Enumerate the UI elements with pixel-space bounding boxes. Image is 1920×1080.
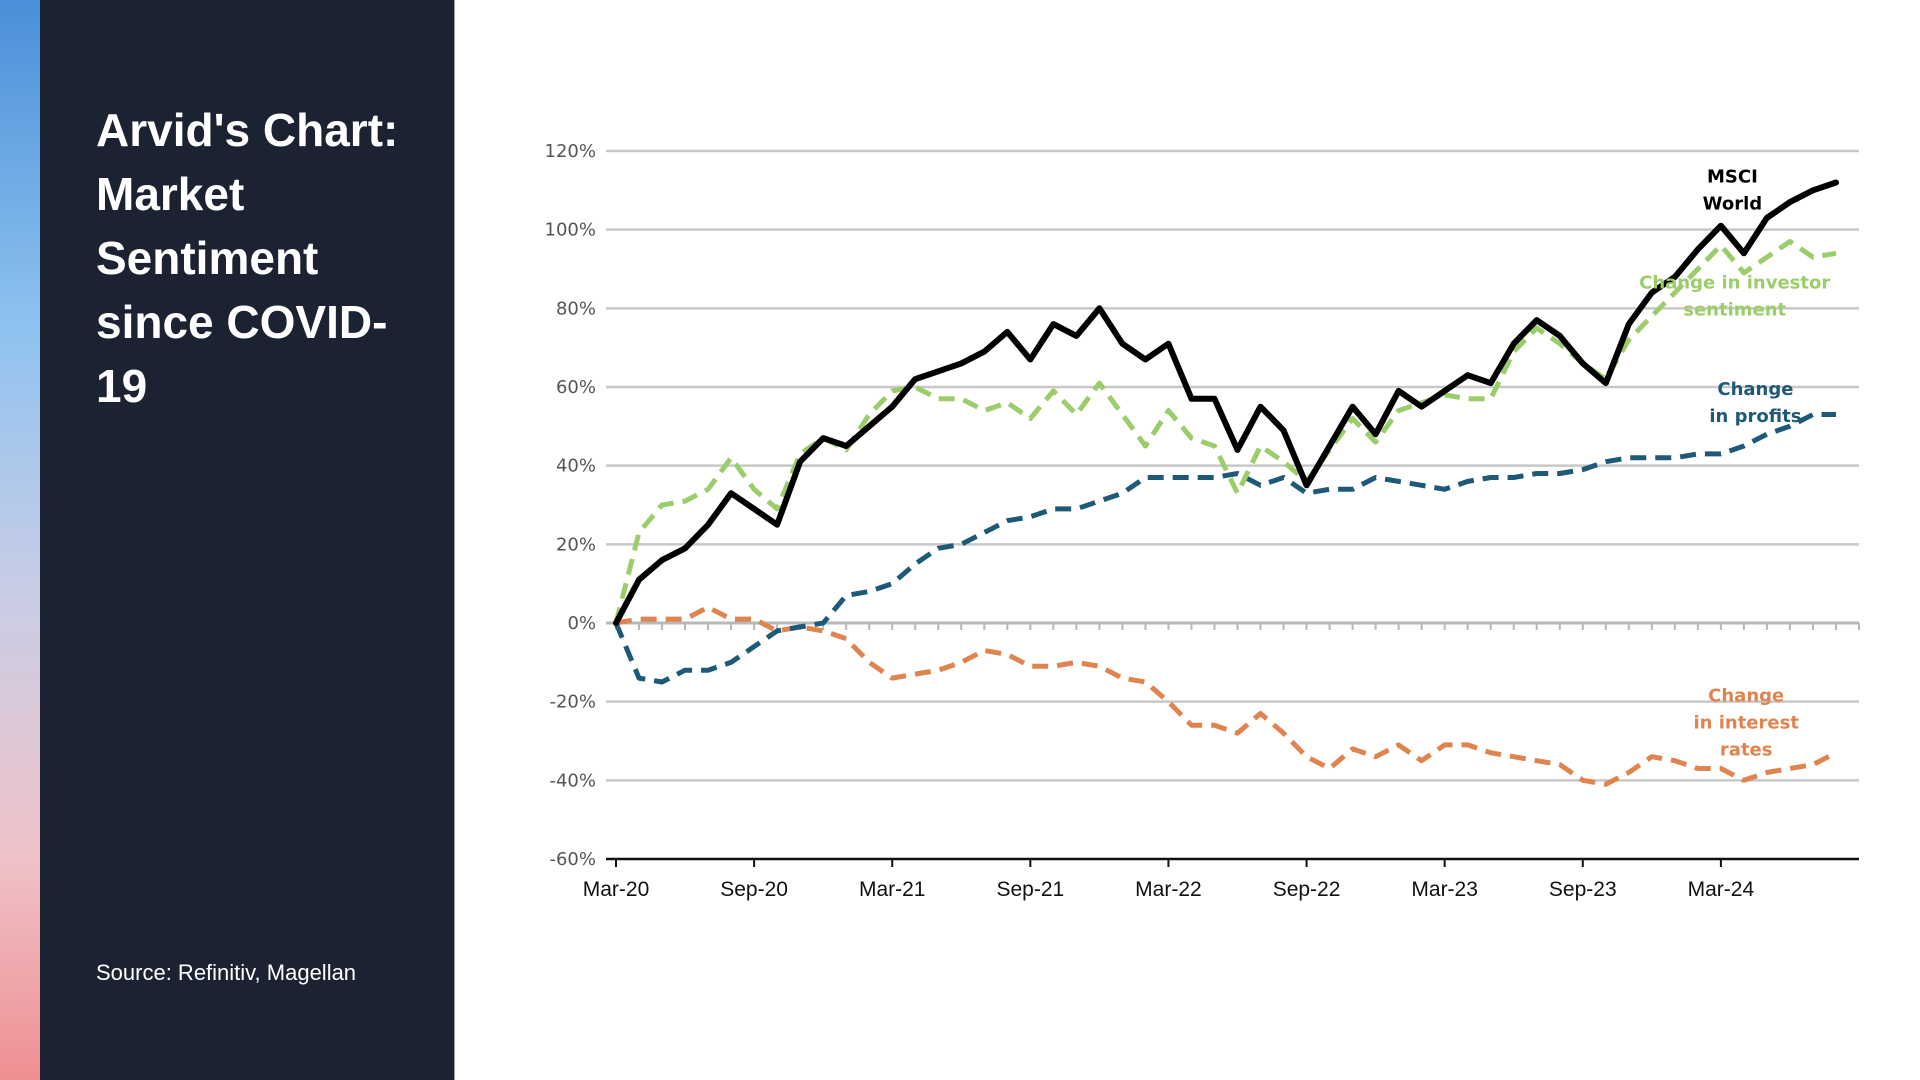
- series-label-line: Change: [1717, 379, 1793, 400]
- y-axis-ticks: 120% 100% 80% 60% 40% 20% 0% -20% -40% -60%: [545, 141, 596, 870]
- y-tick-label: 100%: [545, 220, 596, 241]
- y-tick-label: -20%: [549, 692, 596, 713]
- x-tick-label: Mar-21: [859, 878, 926, 901]
- x-tick-label: Mar-23: [1411, 878, 1478, 901]
- series-line-msci-world: [613, 179, 1839, 626]
- x-tick-label: Sep-20: [720, 878, 788, 901]
- series-label-line: sentiment: [1683, 300, 1786, 321]
- series-label-change-in-investor-sentiment: Change in investor sentiment: [1639, 273, 1830, 321]
- accent-gradient-strip: [0, 0, 40, 1080]
- series-label-line: MSCI: [1707, 166, 1758, 187]
- x-tick-label: Mar-22: [1135, 878, 1202, 901]
- series-label-line: Change: [1708, 686, 1784, 707]
- y-tick-label: 80%: [556, 298, 596, 319]
- y-tick-label: 40%: [556, 456, 596, 477]
- x-tick-label: Sep-22: [1273, 878, 1341, 901]
- series-label-line: World: [1703, 193, 1763, 214]
- series-label-line: Change in investor: [1639, 273, 1830, 294]
- gridlines: [606, 149, 1859, 782]
- series-lines: [613, 179, 1839, 787]
- y-tick-label: 0%: [567, 613, 596, 634]
- x-tick-label: Mar-20: [583, 878, 650, 901]
- x-axis-ticks: Mar-20 Sep-20 Mar-21 Sep-21 Mar-22 Sep-22 Mar-…: [583, 859, 1755, 901]
- series-label-change-in-profits: Change in profits: [1709, 379, 1801, 427]
- line-chart: 120% 100% 80% 60% 40% 20% 0% -20% -40% -60% Mar-2…: [545, 141, 1860, 901]
- series-label-line: in interest: [1693, 713, 1799, 734]
- series-line-change-in-profits: [613, 412, 1836, 685]
- y-tick-label: -40%: [549, 770, 596, 791]
- series-label-msci-world: MSCI World: [1703, 166, 1763, 214]
- chart-panel: 120% 100% 80% 60% 40% 20% 0% -20% -40% -60% Mar-2…: [454, 0, 1920, 1080]
- source-note: Source: Refinitiv, Magellan: [96, 960, 357, 985]
- y-tick-label: 120%: [545, 141, 596, 162]
- y-tick-label: 20%: [556, 534, 596, 555]
- y-tick-label: -60%: [549, 849, 596, 870]
- series-line-change-in-investor-sentiment: [613, 239, 1837, 624]
- axes: [606, 621, 1860, 861]
- x-tick-label: Mar-24: [1688, 878, 1755, 901]
- x-tick-label: Sep-21: [996, 878, 1064, 901]
- x-tick-label: Sep-23: [1549, 878, 1617, 901]
- y-tick-label: 60%: [556, 377, 596, 398]
- series-label-change-in-interest-rates: Change in interest rates: [1693, 686, 1799, 761]
- series-line-change-in-interest-rates: [615, 604, 1838, 787]
- sidebar: Arvid's Chart: Market Sentiment since CO…: [40, 0, 454, 1080]
- slide-title: Arvid's Chart: Market Sentiment since CO…: [96, 104, 399, 412]
- series-label-line: in profits: [1709, 406, 1801, 427]
- series-label-line: rates: [1720, 740, 1773, 761]
